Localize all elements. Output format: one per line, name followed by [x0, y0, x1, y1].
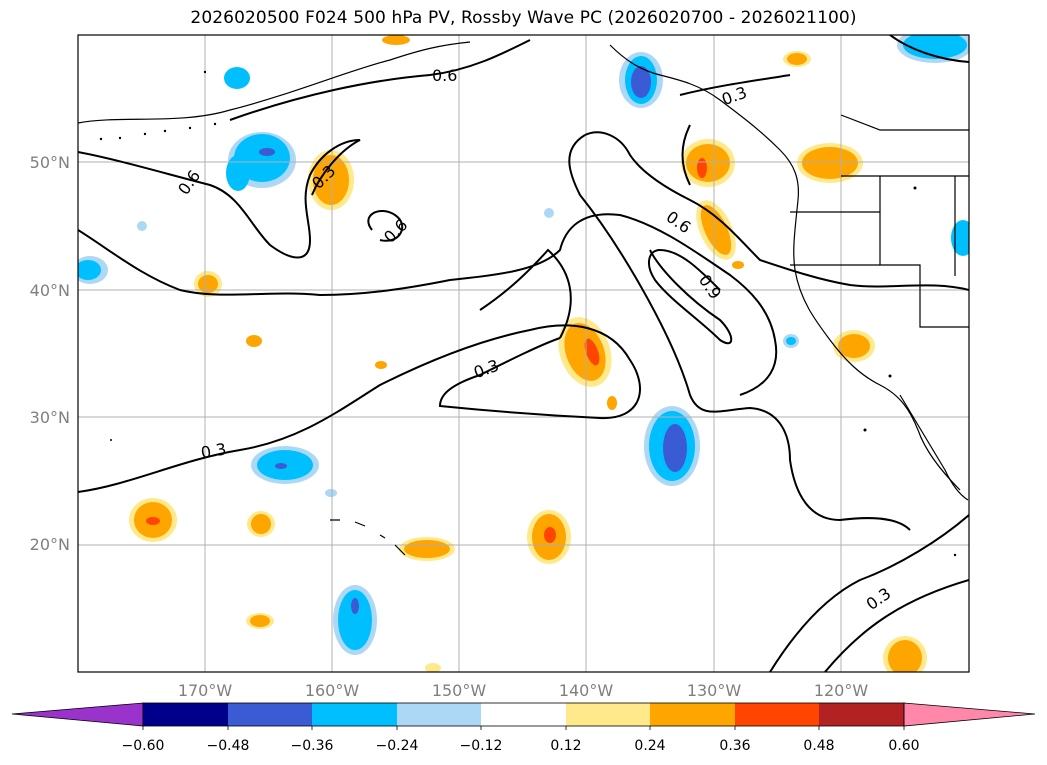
colorbar-ticks — [142, 726, 905, 730]
map-area: 0.6 0.6 0.3 0.6 0.3 0.6 0.9 0.3 0.3 0.3 — [78, 35, 969, 672]
colorbar-swatch — [819, 703, 904, 726]
colorbar-tick-label: −0.12 — [459, 738, 503, 754]
chart-title: 2026020500 F024 500 hPa PV, Rossby Wave … — [190, 8, 857, 28]
lon-label-150w: 150°W — [431, 681, 487, 700]
islands — [99, 70, 957, 557]
pv-contours — [78, 35, 969, 672]
negative-anomaly-blob — [333, 585, 377, 655]
negative-anomaly-blob — [226, 155, 250, 191]
lat-label-40n: 40°N — [29, 281, 70, 300]
colorbar-swatch — [566, 703, 650, 726]
negative-anomaly-blob — [644, 406, 700, 486]
positive-anomaly-blob — [797, 143, 863, 183]
negative-anomaly-blob — [783, 334, 799, 348]
colorbar-tick-label: −0.48 — [206, 738, 250, 754]
coastlines — [78, 41, 969, 556]
colorbar-tick-label: 0.48 — [803, 738, 835, 754]
pv-anomaly-shading — [78, 35, 969, 672]
lon-label-140w: 140°W — [558, 681, 614, 700]
positive-anomaly-blob — [681, 139, 735, 187]
negative-anomaly-blob — [897, 35, 969, 63]
colorbar-tick-label: −0.60 — [121, 738, 165, 754]
colorbar-swatch — [143, 703, 228, 726]
negative-anomaly-blob — [224, 67, 250, 89]
positive-anomaly-blob — [833, 330, 875, 362]
colorbar-swatch — [735, 703, 819, 726]
colorbar-swatch — [312, 703, 397, 726]
colorbar-extend-low — [11, 702, 144, 727]
lat-label-30n: 30°N — [29, 408, 70, 427]
positive-anomaly-blob — [783, 51, 811, 67]
colorbar-tick-label: 0.24 — [634, 738, 666, 754]
colorbar-frame — [142, 702, 905, 727]
map-frame — [77, 34, 970, 673]
colorbar-swatch — [228, 703, 312, 726]
positive-anomaly-blob — [399, 537, 455, 561]
colorbar-tick-label: 0.12 — [550, 738, 582, 754]
colorbar-swatch — [481, 703, 566, 726]
lon-label-130w: 130°W — [686, 681, 742, 700]
contour-label: 0.3 — [199, 439, 227, 462]
lon-label-160w: 160°W — [304, 681, 360, 700]
negative-anomaly-blob — [619, 52, 663, 108]
negative-anomaly-blob — [137, 208, 554, 497]
lon-label-170w: 170°W — [177, 681, 233, 700]
lon-label-120w: 120°W — [813, 681, 869, 700]
colorbar-swatch — [397, 703, 481, 726]
colorbar-extend-high — [903, 702, 1036, 727]
contour-label: 0.6 — [432, 66, 457, 85]
lat-label-50n: 50°N — [29, 153, 70, 172]
positive-anomaly-blob — [129, 498, 177, 542]
positive-anomaly-blob — [246, 35, 744, 672]
colorbar-tick-label: 0.36 — [719, 738, 751, 754]
negative-anomaly-blob — [78, 256, 108, 284]
positive-anomaly-blob — [527, 510, 571, 564]
lat-label-20n: 20°N — [29, 535, 70, 554]
colorbar-swatch — [650, 703, 735, 726]
positive-anomaly-blob — [558, 317, 612, 387]
positive-anomaly-blob — [247, 511, 275, 537]
positive-anomaly-blob — [883, 636, 927, 672]
negative-anomaly-blob — [251, 446, 319, 484]
positive-anomaly-blob — [696, 200, 736, 260]
colorbar-tick-label: 0.60 — [888, 738, 920, 754]
colorbar — [11, 702, 1036, 730]
positive-anomaly-blob — [308, 150, 354, 210]
colorbar-tick-label: −0.24 — [375, 738, 419, 754]
colorbar-tick-label: −0.36 — [290, 738, 334, 754]
